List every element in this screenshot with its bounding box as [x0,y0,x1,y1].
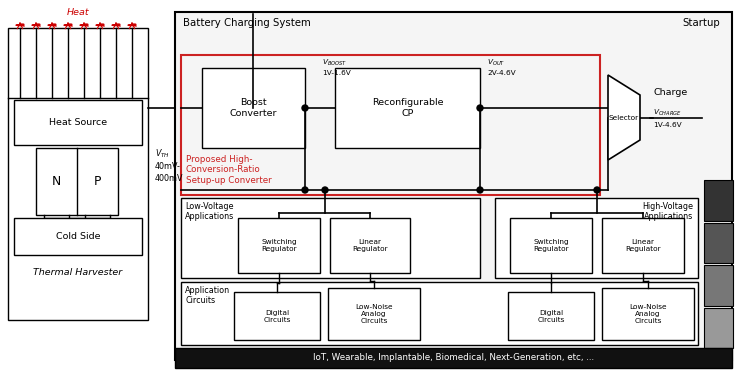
FancyBboxPatch shape [238,218,320,273]
Circle shape [477,105,483,111]
Text: Low-Voltage
Applications: Low-Voltage Applications [185,202,235,222]
Text: Battery Charging System: Battery Charging System [183,18,311,28]
FancyBboxPatch shape [508,292,594,340]
Circle shape [302,187,308,193]
Circle shape [322,187,328,193]
Circle shape [477,187,483,193]
Text: 400mV: 400mV [155,174,184,183]
Text: 2V-4.6V: 2V-4.6V [487,70,516,76]
FancyBboxPatch shape [602,218,684,273]
FancyBboxPatch shape [330,218,410,273]
Text: $V_{BOOST}$: $V_{BOOST}$ [322,58,348,68]
Text: 1V-1.6V: 1V-1.6V [322,70,351,76]
Text: Linear
Regulator: Linear Regulator [352,239,388,252]
FancyBboxPatch shape [234,292,320,340]
Text: $V_{OUT}$: $V_{OUT}$ [487,58,505,68]
Text: Cold Side: Cold Side [56,232,100,241]
Text: Digital
Circuits: Digital Circuits [537,309,565,323]
Text: 40mV-: 40mV- [155,162,181,171]
FancyBboxPatch shape [335,68,480,148]
FancyBboxPatch shape [328,288,420,340]
Text: Boost
Converter: Boost Converter [229,98,278,118]
Text: Selector: Selector [609,115,639,121]
FancyBboxPatch shape [14,218,142,255]
Text: Switching
Regulator: Switching Regulator [534,239,569,252]
Text: Switching
Regulator: Switching Regulator [261,239,297,252]
Text: Low-Noise
Analog
Circuits: Low-Noise Analog Circuits [629,304,667,324]
Circle shape [302,105,308,111]
FancyBboxPatch shape [602,288,694,340]
Text: 1V-4.6V: 1V-4.6V [653,122,682,128]
FancyBboxPatch shape [704,223,733,263]
Text: $V_{CHARGE}$: $V_{CHARGE}$ [653,108,682,118]
Text: Startup: Startup [682,18,720,28]
Text: Digital
Circuits: Digital Circuits [263,309,291,323]
Text: $V_{TH}$: $V_{TH}$ [155,148,170,160]
FancyBboxPatch shape [495,198,698,278]
Text: Charge: Charge [653,88,687,97]
FancyBboxPatch shape [14,100,142,145]
FancyBboxPatch shape [704,180,733,220]
Text: P: P [94,175,101,188]
FancyBboxPatch shape [704,307,733,348]
FancyBboxPatch shape [8,28,148,320]
Text: Linear
Regulator: Linear Regulator [625,239,661,252]
Polygon shape [608,75,640,160]
FancyBboxPatch shape [175,348,732,368]
Text: Heat: Heat [67,8,90,17]
Text: Heat Source: Heat Source [49,118,107,127]
Text: Low-Noise
Analog
Circuits: Low-Noise Analog Circuits [355,304,393,324]
FancyBboxPatch shape [175,12,732,360]
FancyBboxPatch shape [704,265,733,306]
FancyBboxPatch shape [181,282,698,345]
Text: N: N [52,175,61,188]
FancyBboxPatch shape [510,218,592,273]
FancyBboxPatch shape [181,198,480,278]
FancyBboxPatch shape [36,148,118,215]
Text: Application
Circuits: Application Circuits [185,286,230,306]
Text: Reconfigurable
CP: Reconfigurable CP [371,98,443,118]
Text: Thermal Harvester: Thermal Harvester [33,268,123,277]
Text: Proposed High-
Conversion-Ratio
Setup-up Converter: Proposed High- Conversion-Ratio Setup-up… [186,155,272,185]
Text: IoT, Wearable, Implantable, Biomedical, Next-Generation, etc, ...: IoT, Wearable, Implantable, Biomedical, … [313,353,594,363]
Text: High-Voltage
Applications: High-Voltage Applications [642,202,693,222]
FancyBboxPatch shape [202,68,305,148]
Circle shape [594,187,600,193]
